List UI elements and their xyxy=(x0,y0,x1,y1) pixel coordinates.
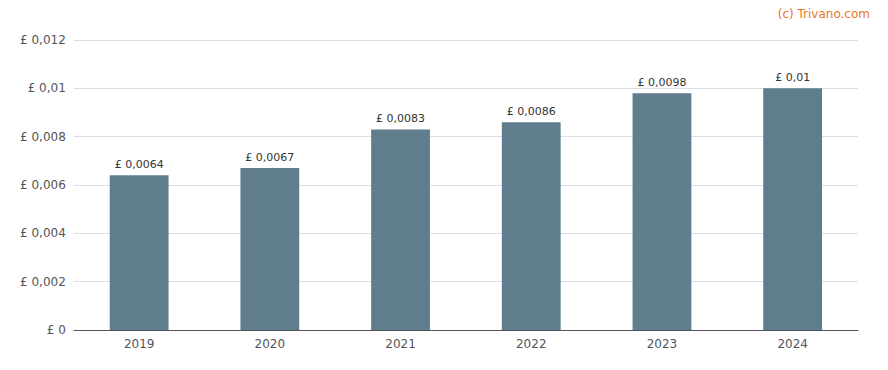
svg-text:£ 0,0086: £ 0,0086 xyxy=(507,105,556,118)
svg-text:2020: 2020 xyxy=(255,337,286,351)
svg-text:£ 0: £ 0 xyxy=(47,323,66,337)
svg-text:£ 0,01: £ 0,01 xyxy=(28,81,66,95)
svg-text:£ 0,008: £ 0,008 xyxy=(20,130,66,144)
svg-text:2021: 2021 xyxy=(385,337,416,351)
svg-text:£ 0,002: £ 0,002 xyxy=(20,275,66,289)
svg-text:2022: 2022 xyxy=(516,337,547,351)
svg-text:£ 0,0064: £ 0,0064 xyxy=(115,158,164,171)
svg-text:£ 0,004: £ 0,004 xyxy=(20,226,66,240)
svg-text:2023: 2023 xyxy=(647,337,678,351)
svg-text:£ 0,0067: £ 0,0067 xyxy=(245,151,294,164)
svg-text:£ 0,012: £ 0,012 xyxy=(20,33,66,47)
svg-text:2019: 2019 xyxy=(124,337,155,351)
svg-text:(c) Trivano.com: (c) Trivano.com xyxy=(778,7,870,21)
svg-text:£ 0,006: £ 0,006 xyxy=(20,178,66,192)
svg-text:2024: 2024 xyxy=(777,337,808,351)
svg-text:£ 0,0098: £ 0,0098 xyxy=(637,76,686,89)
svg-text:£ 0,0083: £ 0,0083 xyxy=(376,112,425,125)
svg-text:£ 0,01: £ 0,01 xyxy=(775,71,810,84)
